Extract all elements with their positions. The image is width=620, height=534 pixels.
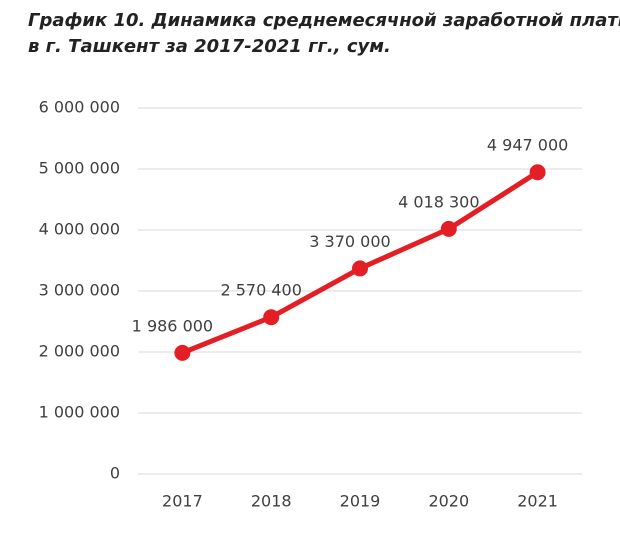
chart-title: График 10. Динамика среднемесячной зараб…	[28, 10, 620, 31]
marker	[529, 164, 546, 181]
x-tick-label: 2021	[517, 492, 558, 511]
marker	[263, 309, 280, 326]
x-tick-label: 2020	[428, 492, 469, 511]
data-label: 2 570 400	[220, 281, 301, 300]
y-tick-label: 3 000 000	[39, 281, 120, 300]
marker	[352, 260, 368, 277]
y-tick-label: 2 000 000	[39, 342, 120, 361]
y-tick-label: 0	[110, 464, 120, 483]
data-label: 4 947 000	[487, 136, 568, 155]
y-tick-label: 1 000 000	[39, 403, 120, 422]
chart-title: в г. Ташкент за 2017-2021 гг., сум.	[28, 36, 391, 57]
data-label: 4 018 300	[398, 192, 479, 211]
y-tick-label: 5 000 000	[39, 159, 120, 178]
marker	[440, 220, 457, 237]
x-tick-label: 2019	[340, 492, 381, 511]
y-tick-label: 4 000 000	[39, 220, 120, 239]
y-tick-label: 6 000 000	[39, 98, 120, 117]
data-label: 1 986 000	[132, 316, 213, 335]
marker	[174, 344, 191, 361]
x-tick-label: 2017	[162, 492, 203, 511]
x-tick-label: 2018	[251, 492, 292, 511]
data-label: 3 370 000	[309, 232, 390, 251]
